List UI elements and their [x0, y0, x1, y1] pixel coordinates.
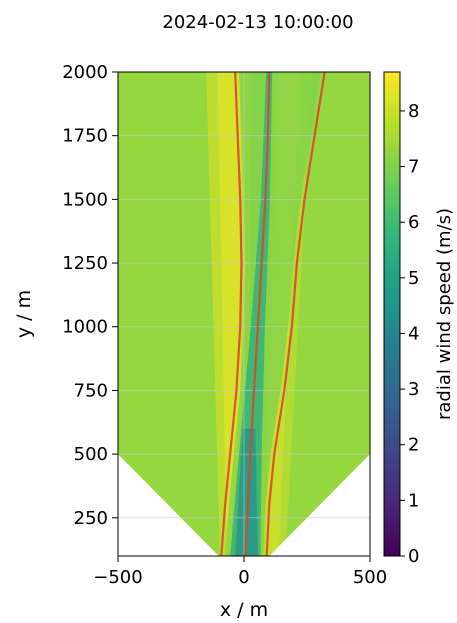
y-tick-label: 250	[74, 508, 108, 529]
colorbar-label: radial wind speed (m/s)	[434, 208, 455, 420]
y-tick-label: 750	[74, 380, 108, 401]
chart-title: 2024-02-13 10:00:00	[162, 12, 353, 33]
colorbar-tick-label: 7	[408, 157, 419, 178]
y-axis: 250 500 750 1000 1250 1500 1750 2000	[62, 62, 118, 529]
colorbar-tick-label: 8	[408, 101, 419, 122]
colorbar-tick-label: 5	[408, 268, 419, 289]
wake-line-2	[244, 71, 271, 557]
high-speed-band-core-1	[217, 72, 241, 556]
wake-near-field	[235, 428, 258, 556]
y-tick-label: 1000	[62, 317, 108, 338]
wake-line-3	[265, 71, 326, 557]
colorbar-tick-label: 6	[408, 212, 419, 233]
y-axis-label: y / m	[13, 290, 35, 338]
x-tick-label: −500	[93, 567, 142, 588]
y-tick-label: 1250	[62, 253, 108, 274]
x-tick-label: 0	[238, 567, 249, 588]
y-tick-label: 1500	[62, 189, 108, 210]
y-tick-label: 500	[74, 444, 108, 465]
y-tick-label: 2000	[62, 62, 108, 83]
colorbar-tick-label: 0	[408, 546, 419, 567]
colorbar-tick-label: 3	[408, 379, 419, 400]
y-tick-label: 1750	[62, 126, 108, 147]
colorbar-tick-label: 2	[408, 435, 419, 456]
colorbar-tick-label: 4	[408, 323, 419, 344]
wake-line-1	[220, 71, 243, 557]
colorbar-tick-label: 1	[408, 490, 419, 511]
x-axis-label: x / m	[220, 599, 268, 621]
x-tick-label: 500	[353, 567, 387, 588]
colorbar: 0 1 2 3 4 5 6 7 8	[383, 71, 419, 567]
x-axis: −500 0 500	[93, 556, 387, 588]
colorbar-gradient	[383, 71, 401, 557]
wake-boundary-lines	[220, 71, 326, 557]
plot-area	[117, 71, 371, 557]
wake-core	[230, 72, 273, 556]
